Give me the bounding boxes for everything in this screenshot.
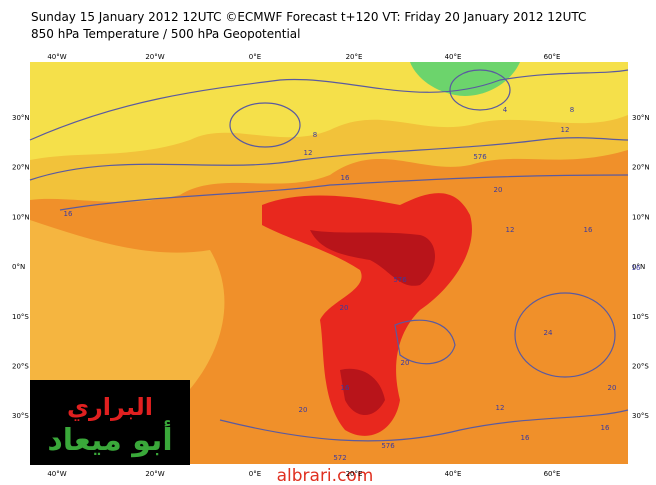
lon-label: 40°W <box>47 53 66 61</box>
lat-label: 10°S <box>12 313 29 321</box>
lat-label: 20°S <box>632 363 649 371</box>
ocean-zone <box>30 220 225 409</box>
lat-label: 0°N <box>632 263 645 271</box>
contour-label: 12 <box>496 404 505 412</box>
watermark: albrari.com <box>277 466 374 485</box>
contour-label: 12 <box>506 226 515 234</box>
contour-label: 16 <box>601 424 610 432</box>
lon-label: 60°E <box>544 53 561 61</box>
lat-label: 20°S <box>12 363 29 371</box>
lon-label: 0°E <box>249 53 261 61</box>
lon-label: 40°W <box>47 470 66 478</box>
lat-label: 20°N <box>632 164 650 172</box>
contour-label: 24 <box>544 329 553 337</box>
lon-label: 40°E <box>445 53 462 61</box>
contour-label: 576 <box>473 153 487 161</box>
contour-label: 12 <box>304 149 313 157</box>
lat-label: 10°N <box>12 213 30 221</box>
lon-label: 40°E <box>445 470 462 478</box>
contour-label: 16 <box>521 434 530 442</box>
contour-label: 20 <box>494 186 503 194</box>
contour-label: 12 <box>561 126 570 134</box>
lat-label: 30°S <box>632 412 649 420</box>
contour-label: 20 <box>340 304 349 312</box>
lat-label: 20°N <box>12 164 30 172</box>
lat-label: 30°S <box>12 412 29 420</box>
title: Sunday 15 January 2012 12UTC ©ECMWF Fore… <box>31 10 587 24</box>
logo-box <box>30 380 190 465</box>
contour-label: 572 <box>333 454 346 462</box>
contour-label: 8 <box>313 131 317 139</box>
cold-zone <box>410 62 520 96</box>
contour-label: 20 <box>299 406 308 414</box>
contour-label: 576 <box>381 442 395 450</box>
lon-label: 20°E <box>346 53 363 61</box>
contour-label: 16 <box>632 264 641 272</box>
contour-label: 16 <box>584 226 593 234</box>
contour-label: 16 <box>64 210 73 218</box>
lon-label: 20°E <box>346 470 363 478</box>
hottest-zone <box>310 230 435 415</box>
contour-label: 20 <box>608 384 617 392</box>
contours <box>29 69 629 442</box>
lat-label: 10°N <box>632 213 650 221</box>
lat-label: 0°N <box>12 263 25 271</box>
logo-top: البراري <box>67 393 153 421</box>
contour-label: 576 <box>393 276 407 284</box>
lon-label: 20°W <box>145 470 164 478</box>
lat-label: 10°S <box>632 313 649 321</box>
lon-label: 20°W <box>145 53 164 61</box>
contour-label: 8 <box>570 106 574 114</box>
logo-bottom: أبو ميعاد <box>47 420 172 458</box>
lon-label: 0°E <box>249 470 261 478</box>
contour-label: 16 <box>341 174 350 182</box>
lat-label: 30°N <box>632 114 650 122</box>
contour-label: 16 <box>341 384 350 392</box>
subtitle: 850 hPa Temperature / 500 hPa Geopotenti… <box>31 27 301 41</box>
lon-label: 60°E <box>544 470 561 478</box>
lat-label: 30°N <box>12 114 30 122</box>
contour-label: 4 <box>503 106 508 114</box>
contour-label: 20 <box>401 359 410 367</box>
